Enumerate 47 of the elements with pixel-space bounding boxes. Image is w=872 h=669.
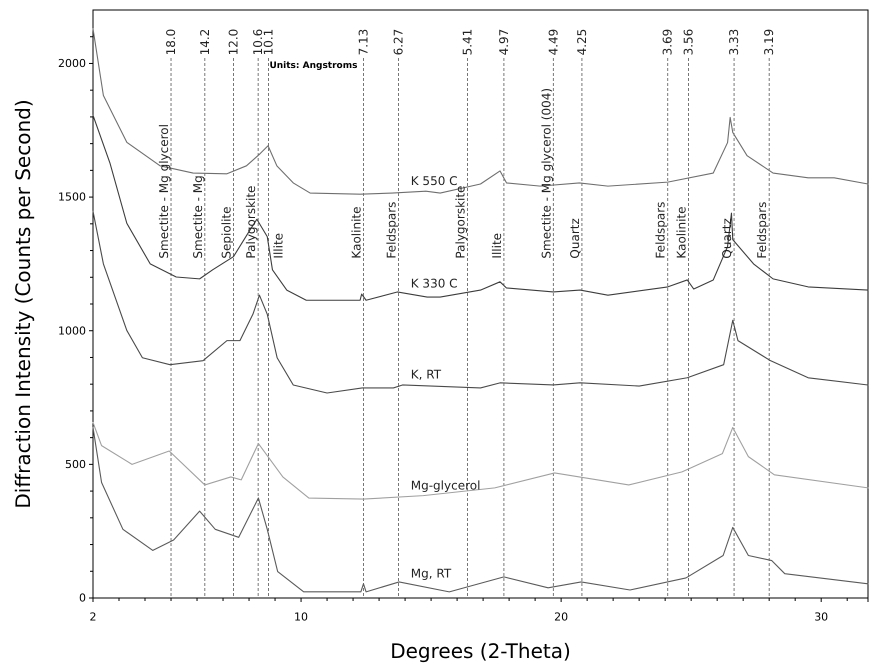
y-tick-label: 1500 xyxy=(58,190,86,204)
annotation: Feldspars xyxy=(384,202,399,259)
annotation: 3.69 xyxy=(660,28,675,56)
x-tick-label: 20 xyxy=(554,610,568,624)
y-tick-label: 2000 xyxy=(58,56,86,70)
annotation: 3.56 xyxy=(682,28,696,56)
x-tick-label: 30 xyxy=(814,610,828,624)
annotation: Sepiolite xyxy=(219,206,234,259)
annotation: 3.19 xyxy=(762,28,776,56)
annotation: Smectite - Mg xyxy=(190,175,205,259)
series-label: K 330 C xyxy=(410,276,458,290)
y-tick-label: 1000 xyxy=(58,324,86,338)
annotation: 4.49 xyxy=(546,28,560,56)
annotation: Kaolinite xyxy=(674,206,689,259)
annotation: 18.0 xyxy=(164,28,178,56)
annotation: Palygorskite xyxy=(453,186,468,259)
y-tick-label: 500 xyxy=(65,458,86,471)
annotation: Palygorskite xyxy=(244,186,258,259)
annotation: 4.25 xyxy=(574,28,589,56)
annotation: Quartz xyxy=(568,218,582,259)
annotation: 4.97 xyxy=(496,28,511,56)
y-tick-label: 0 xyxy=(79,592,86,605)
line-series xyxy=(92,422,869,500)
series-label: Mg-glycerol xyxy=(410,478,480,492)
annotation: 5.41 xyxy=(460,28,474,56)
x-axis-title: Degrees (2-Theta) xyxy=(390,639,571,663)
annotation: 10.1 xyxy=(262,28,276,56)
series-label: K, RT xyxy=(410,367,442,382)
annotation: Smectite - Mg glycerol xyxy=(157,124,172,259)
annotation: 3.33 xyxy=(727,28,742,56)
annotation: 14.2 xyxy=(198,28,212,56)
annotation: Smectite - Mg glycerol (004) xyxy=(539,88,554,259)
annotation: Kaolinite xyxy=(349,206,364,259)
annotation: Feldspars xyxy=(654,202,668,259)
annotation: 12.0 xyxy=(226,28,240,56)
annotation: Quartz xyxy=(720,218,734,259)
y-axis-title: Diffraction Intensity (Counts per Second) xyxy=(11,99,35,509)
annotation: Illite xyxy=(272,232,286,259)
annotation: 6.27 xyxy=(392,28,406,56)
x-tick-label: 2 xyxy=(90,610,96,624)
x-tick-label: 10 xyxy=(294,610,308,624)
annotation: 7.13 xyxy=(356,28,370,56)
annotation: Illite xyxy=(490,232,504,259)
annotation: Feldspars xyxy=(755,202,770,259)
annotation: Units: Angstroms xyxy=(269,61,358,71)
series-label: Mg, RT xyxy=(410,566,452,580)
series-label: K 550 C xyxy=(410,174,458,188)
